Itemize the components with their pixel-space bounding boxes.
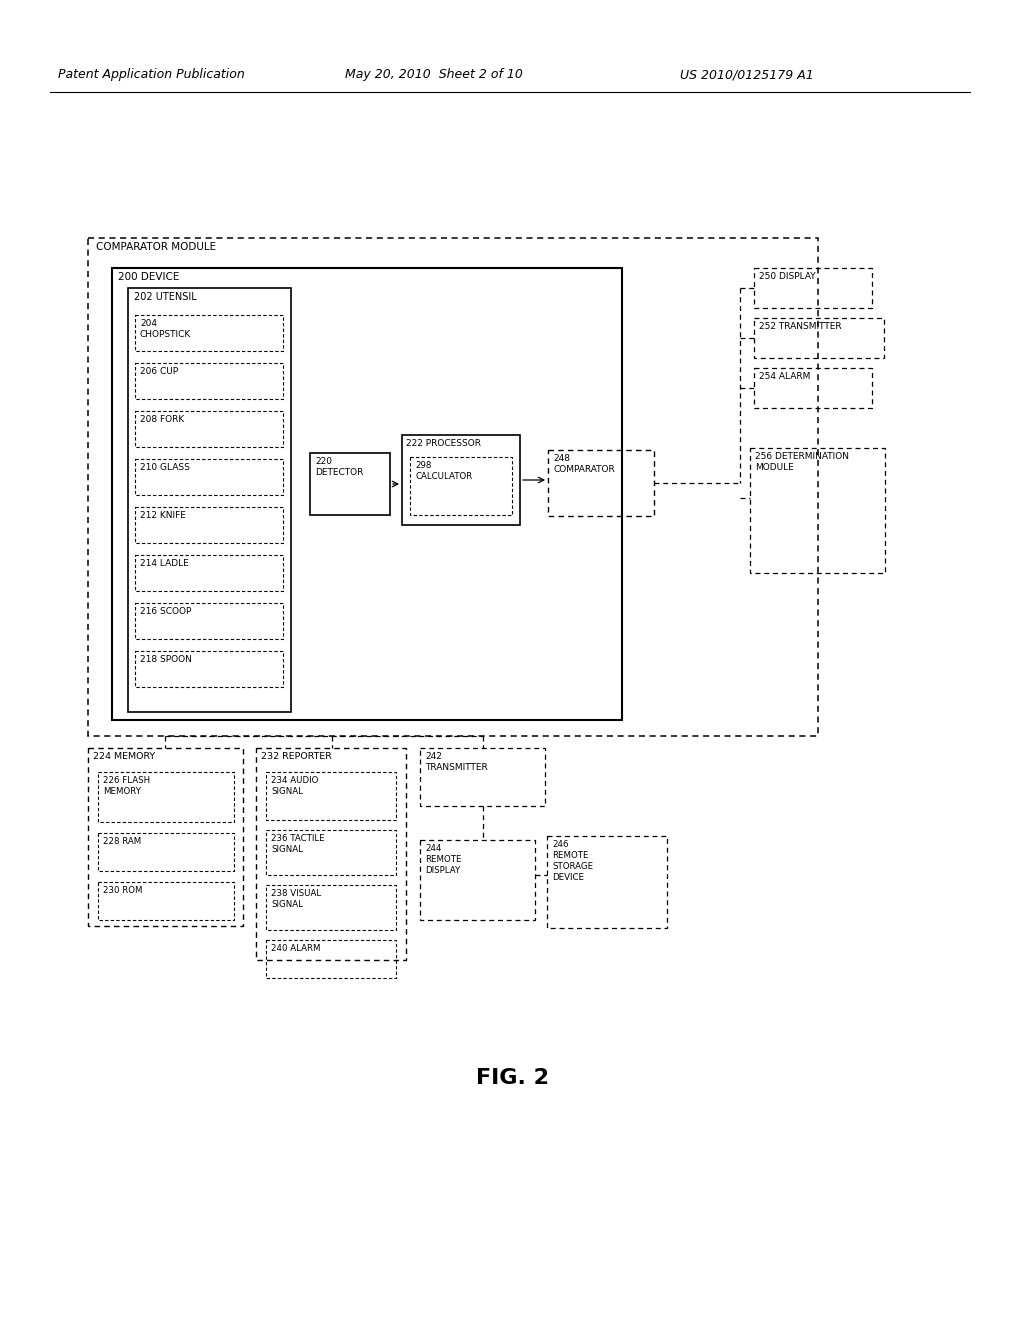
Bar [420, 840, 535, 920]
Text: 208 FORK: 208 FORK [140, 414, 184, 424]
Bar [256, 748, 406, 960]
Text: US 2010/0125179 A1: US 2010/0125179 A1 [680, 69, 814, 81]
Bar [410, 457, 512, 515]
Bar [266, 772, 396, 820]
Bar [112, 268, 622, 719]
Text: 220
DETECTOR: 220 DETECTOR [315, 457, 364, 477]
Bar [135, 315, 283, 351]
Bar [128, 288, 291, 711]
Text: 222 PROCESSOR: 222 PROCESSOR [406, 440, 481, 447]
Text: COMPARATOR MODULE: COMPARATOR MODULE [96, 242, 216, 252]
Bar [88, 748, 243, 927]
Text: 242
TRANSMITTER: 242 TRANSMITTER [425, 752, 487, 772]
Text: Patent Application Publication: Patent Application Publication [58, 69, 245, 81]
Bar [754, 318, 884, 358]
Text: 226 FLASH
MEMORY: 226 FLASH MEMORY [103, 776, 151, 796]
Text: 204
CHOPSTICK: 204 CHOPSTICK [140, 319, 191, 339]
Text: 240 ALARM: 240 ALARM [271, 944, 321, 953]
Bar [750, 447, 885, 573]
Bar [310, 453, 390, 515]
Bar [98, 833, 234, 871]
Bar [135, 603, 283, 639]
Bar [135, 411, 283, 447]
Text: 202 UTENSIL: 202 UTENSIL [134, 292, 197, 302]
Text: 210 GLASS: 210 GLASS [140, 463, 189, 473]
Bar [402, 436, 520, 525]
Text: 238 VISUAL
SIGNAL: 238 VISUAL SIGNAL [271, 888, 322, 909]
Text: 218 SPOON: 218 SPOON [140, 655, 191, 664]
Text: 254 ALARM: 254 ALARM [759, 372, 810, 381]
Text: 206 CUP: 206 CUP [140, 367, 178, 376]
Text: 234 AUDIO
SIGNAL: 234 AUDIO SIGNAL [271, 776, 318, 796]
Text: 230 ROM: 230 ROM [103, 886, 142, 895]
Text: 232 REPORTER: 232 REPORTER [261, 752, 332, 762]
Text: FIG. 2: FIG. 2 [475, 1068, 549, 1088]
Text: 200 DEVICE: 200 DEVICE [118, 272, 179, 282]
Bar [420, 748, 545, 807]
Bar [135, 554, 283, 591]
Text: 214 LADLE: 214 LADLE [140, 558, 188, 568]
Text: 248
COMPARATOR: 248 COMPARATOR [553, 454, 614, 474]
Bar [88, 238, 818, 737]
Text: 224 MEMORY: 224 MEMORY [93, 752, 156, 762]
Bar [98, 882, 234, 920]
Bar [754, 268, 872, 308]
Bar [135, 459, 283, 495]
Text: 236 TACTILE
SIGNAL: 236 TACTILE SIGNAL [271, 834, 325, 854]
Text: 298
CALCULATOR: 298 CALCULATOR [415, 461, 472, 480]
Bar [547, 836, 667, 928]
Text: 250 DISPLAY: 250 DISPLAY [759, 272, 816, 281]
Bar [98, 772, 234, 822]
Bar [135, 651, 283, 686]
Text: 244
REMOTE
DISPLAY: 244 REMOTE DISPLAY [425, 843, 462, 875]
Bar [135, 363, 283, 399]
Text: 216 SCOOP: 216 SCOOP [140, 607, 191, 616]
Bar [548, 450, 654, 516]
Bar [135, 507, 283, 543]
Text: May 20, 2010  Sheet 2 of 10: May 20, 2010 Sheet 2 of 10 [345, 69, 523, 81]
Bar [754, 368, 872, 408]
Bar [266, 830, 396, 875]
Bar [266, 940, 396, 978]
Text: 256 DETERMINATION
MODULE: 256 DETERMINATION MODULE [755, 451, 849, 473]
Text: 212 KNIFE: 212 KNIFE [140, 511, 186, 520]
Text: 246
REMOTE
STORAGE
DEVICE: 246 REMOTE STORAGE DEVICE [552, 840, 593, 882]
Text: 252 TRANSMITTER: 252 TRANSMITTER [759, 322, 842, 331]
Bar [266, 884, 396, 931]
Text: 228 RAM: 228 RAM [103, 837, 141, 846]
